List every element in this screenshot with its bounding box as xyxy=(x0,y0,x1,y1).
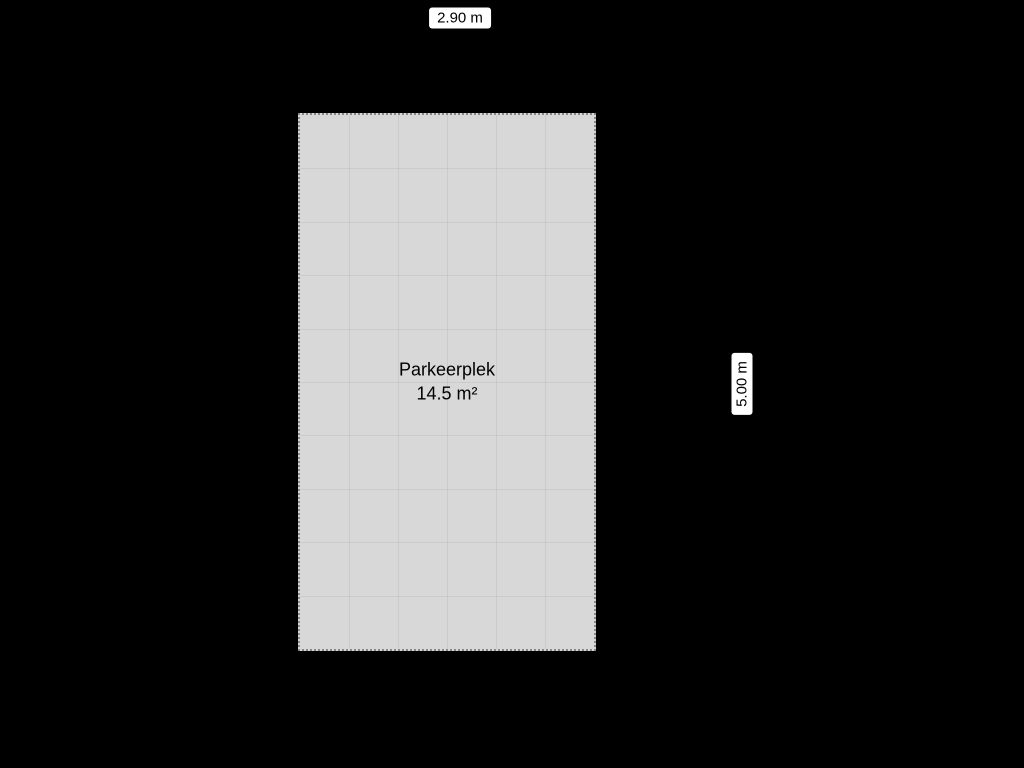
dimension-width-value: 2.90 m xyxy=(437,10,483,27)
dimension-width-badge: 2.90 m xyxy=(429,8,491,29)
room-label: Parkeerplek 14.5 m² xyxy=(399,358,495,407)
dimension-height-value: 5.00 m xyxy=(734,361,751,407)
room-area: 14.5 m² xyxy=(399,382,495,406)
dimension-height-badge: 5.00 m xyxy=(732,353,753,415)
room-name: Parkeerplek xyxy=(399,358,495,382)
parking-spot-floor: Parkeerplek 14.5 m² xyxy=(298,113,596,651)
